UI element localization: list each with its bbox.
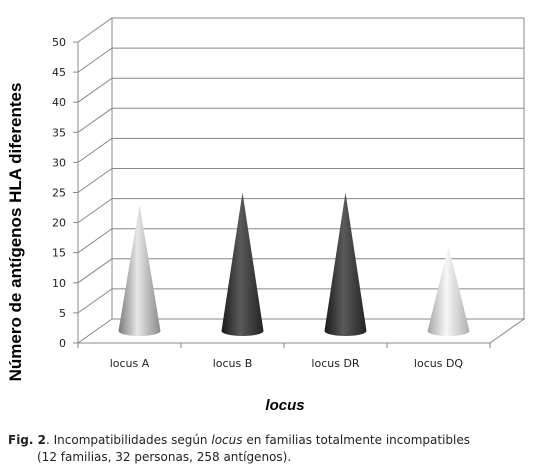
y-tick-label: 25: [52, 187, 66, 200]
plot-frame: [76, 17, 526, 344]
gridline: [77, 137, 524, 163]
bar: [324, 192, 367, 337]
caption-text-1: . Incompatibilidades según: [46, 433, 212, 447]
y-tick-labels: 0 5 10 15 20 25 30 35 40 45 50: [52, 36, 78, 350]
x-axis-label: locus: [265, 397, 304, 414]
cone-body: [118, 204, 161, 337]
y-tick-label: 0: [59, 337, 66, 350]
gridline: [77, 17, 524, 43]
gridline: [77, 258, 524, 284]
gridline: [77, 107, 524, 133]
bar: [221, 192, 264, 337]
gridlines: [77, 17, 524, 314]
x-tick-labels: locus A locus B locus DR locus DQ: [77, 343, 491, 370]
gridline: [77, 47, 524, 73]
figure-label: Fig. 2: [8, 433, 46, 447]
floor: [76, 318, 526, 344]
y-tick-label: 30: [52, 156, 66, 169]
caption-text-2: en familias totalmente incompatibles: [242, 433, 470, 447]
gridline: [77, 77, 524, 103]
cone-body: [427, 246, 470, 337]
y-tick-label: 15: [52, 247, 66, 260]
gridline: [77, 288, 524, 314]
y-tick-label: 5: [59, 307, 66, 320]
gridline: [77, 168, 524, 193]
x-tick-label: locus A: [110, 357, 150, 370]
cone-body: [221, 192, 264, 337]
y-tick-label: 20: [52, 217, 66, 230]
caption-italic: locus: [211, 433, 243, 447]
y-tick-label: 10: [52, 277, 66, 290]
y-tick-label: 40: [52, 96, 66, 109]
gridline: [77, 228, 524, 254]
y-tick-label: 50: [52, 36, 66, 49]
figure-caption: Fig. 2. Incompatibilidades según locus e…: [8, 432, 538, 466]
bars: [118, 192, 470, 337]
x-tick-label: locus DR: [311, 357, 360, 370]
gridline: [77, 198, 524, 224]
caption-line-2: (12 familias, 32 personas, 258 antígenos…: [37, 450, 292, 464]
y-tick-label: 35: [52, 126, 66, 139]
bar: [118, 204, 161, 337]
y-tick-label: 45: [52, 66, 66, 79]
y-axis-label: Número de antígenos HLA diferentes: [6, 83, 25, 382]
cone-body: [324, 192, 367, 337]
x-tick-label: locus B: [213, 357, 253, 370]
x-tick-label: locus DQ: [414, 357, 464, 370]
bar: [427, 246, 470, 337]
